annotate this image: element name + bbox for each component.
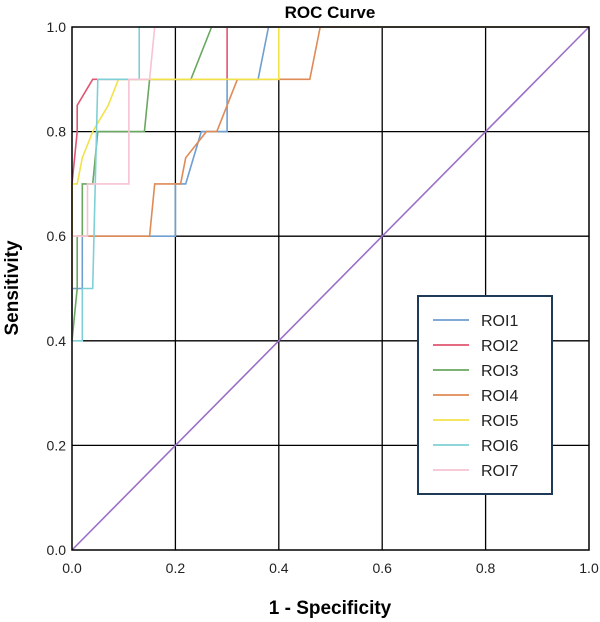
y-tick-label: 0.8 — [47, 124, 67, 140]
legend-label-roi7: ROI7 — [481, 463, 518, 480]
legend-label-roi2: ROI2 — [481, 338, 518, 355]
x-tick-label: 0.6 — [372, 560, 392, 576]
y-tick-label: 0.4 — [47, 333, 67, 349]
roc-series — [71, 26, 590, 551]
legend-label-roi6: ROI6 — [481, 438, 518, 455]
legend-label-roi1: ROI1 — [481, 313, 518, 330]
series-line-roi4 — [72, 26, 589, 237]
chart-title: ROC Curve — [285, 3, 376, 22]
legend: ROI1 ROI2 ROI3 ROI4 ROI5 ROI6 ROI7 — [417, 295, 553, 495]
reference-diagonal-line — [71, 26, 590, 551]
x-tick-label: 0.4 — [269, 560, 289, 576]
x-tick-labels: 0.0 0.2 0.4 0.6 0.8 1.0 — [62, 560, 599, 576]
y-tick-labels: 0.0 0.2 0.4 0.6 0.8 1.0 — [47, 19, 67, 558]
series-line-roi5 — [71, 26, 589, 289]
series-line-roi2 — [71, 26, 589, 237]
x-tick-label: 0.0 — [62, 560, 82, 576]
y-axis-title: Sensitivity — [2, 240, 23, 335]
x-tick-label: 0.2 — [166, 560, 186, 576]
series-line-roi7 — [71, 26, 589, 341]
legend-label-roi3: ROI3 — [481, 363, 518, 380]
x-tick-label: 1.0 — [579, 560, 599, 576]
legend-label-roi4: ROI4 — [481, 388, 518, 405]
x-tick-label: 0.8 — [476, 560, 496, 576]
legend-label-roi5: ROI5 — [481, 413, 518, 430]
x-axis-title: 1 - Specificity — [269, 598, 392, 619]
y-tick-label: 0.0 — [47, 542, 67, 558]
y-tick-label: 0.2 — [47, 437, 67, 453]
y-tick-label: 0.6 — [47, 228, 67, 244]
y-tick-label: 1.0 — [47, 19, 67, 35]
plot-frame — [71, 26, 590, 551]
